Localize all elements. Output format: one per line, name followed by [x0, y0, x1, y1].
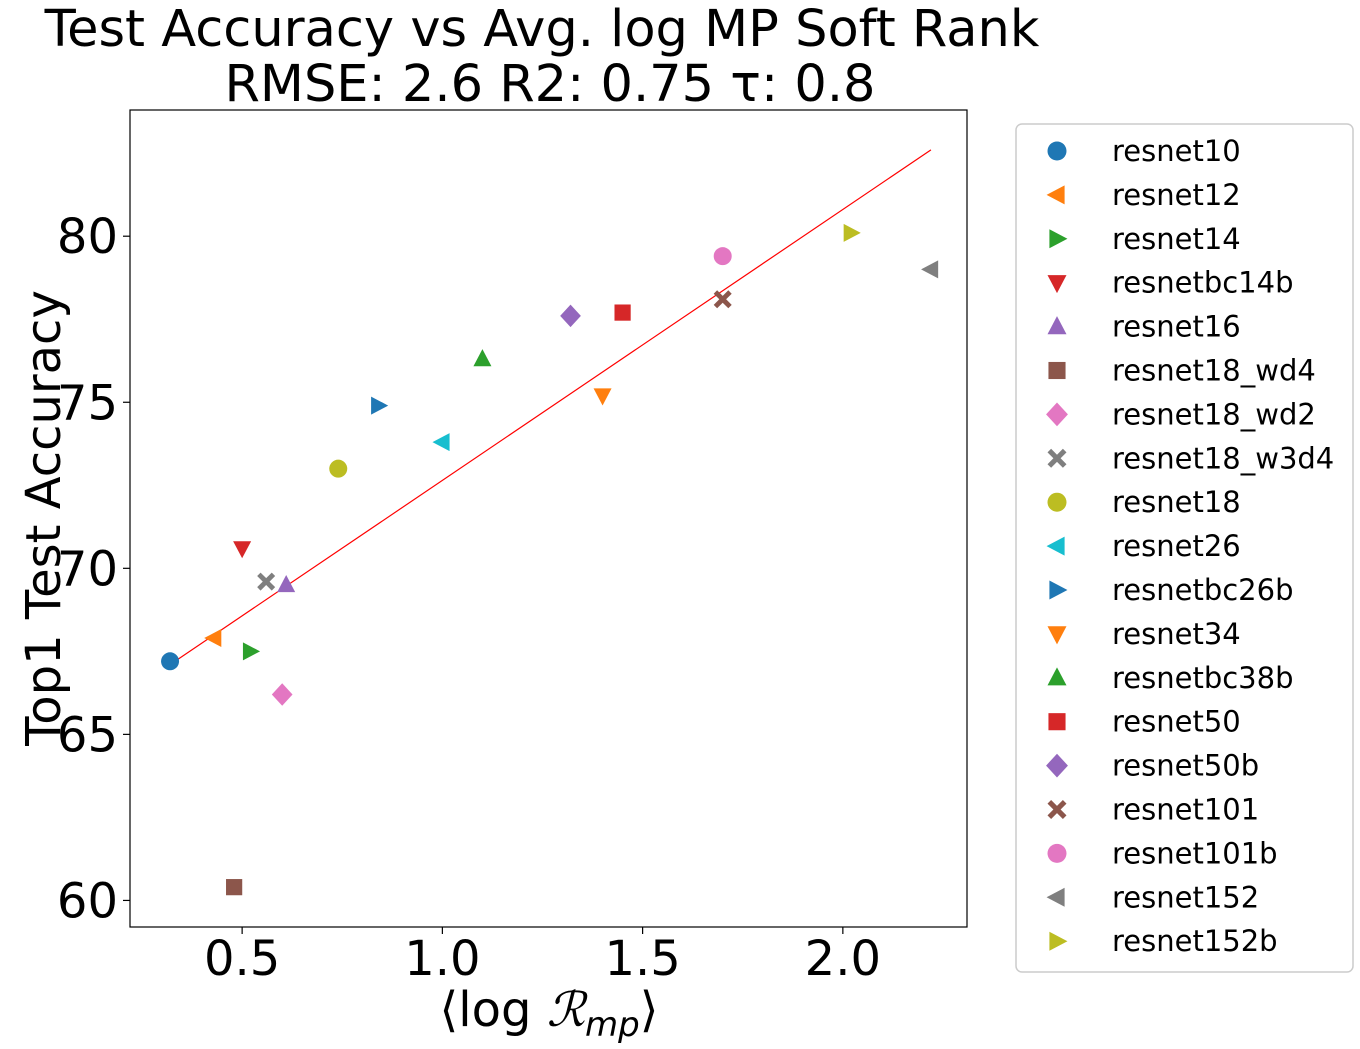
legend-marker-resnetbc14b [1047, 275, 1067, 294]
legend-marker-resnetbc26b [1049, 580, 1068, 600]
legend-marker-resnet50b [1046, 753, 1068, 778]
legend-marker-resnet14 [1049, 229, 1068, 249]
legend-marker-resnet16 [1047, 316, 1067, 335]
y-tick-label: 80 [57, 209, 118, 265]
legend-marker-resnet18_w3d4 [1047, 448, 1067, 468]
y-tick-label: 65 [57, 707, 118, 763]
data-point-resnet101b [713, 247, 732, 266]
legend-marker-resnet34 [1047, 626, 1067, 645]
data-point-resnet34 [593, 388, 612, 406]
legend-label-resnetbc38b: resnetbc38b [1112, 661, 1294, 695]
legend-label-resnet18_wd2: resnet18_wd2 [1112, 397, 1316, 431]
data-point-resnet50b [560, 304, 581, 328]
legend-label-resnetbc14b: resnetbc14b [1112, 266, 1294, 300]
data-point-resnet18 [329, 459, 348, 478]
data-point-resnet16 [277, 575, 296, 593]
legend-label-resnet16: resnet16 [1112, 310, 1241, 344]
x-tick-label: 2.0 [805, 931, 881, 987]
x-tick-label: 0.5 [204, 931, 280, 987]
legend-label-resnet12: resnet12 [1112, 178, 1241, 212]
legend-label-resnet101: resnet101 [1112, 793, 1259, 827]
legend-box [1015, 123, 1354, 973]
legend-label-resnet26: resnet26 [1112, 529, 1241, 563]
y-tick-label: 75 [57, 375, 118, 431]
data-point-resnetbc26b [371, 396, 389, 415]
x-axis: 0.5 1.0 1.5 2.0 [204, 927, 881, 987]
plot-frame [129, 109, 968, 928]
chart-title: Test Accuracy vs Avg. log MP Soft Rank [44, 0, 1040, 59]
legend-marker-resnet12 [1046, 185, 1065, 205]
legend-label-resnet18_wd4: resnet18_wd4 [1112, 354, 1316, 388]
data-point-resnet18_wd2 [271, 683, 293, 706]
data-point-resnet101 [713, 290, 732, 309]
x-tick-label: 1.5 [604, 931, 680, 987]
legend-label-resnet152b: resnet152b [1112, 924, 1278, 958]
data-point-resnet18_wd4 [226, 879, 243, 896]
legend-label-resnet152: resnet152 [1112, 880, 1259, 914]
legend-marker-resnet101 [1047, 800, 1067, 819]
legend-marker-resnet152b [1049, 931, 1068, 951]
legend-label-resnet34: resnet34 [1112, 617, 1241, 651]
legend-marker-resnet50 [1048, 713, 1066, 731]
data-point-resnet26 [432, 433, 450, 452]
data-point-resnet18_w3d4 [257, 572, 276, 591]
data-point-resnet152b [843, 223, 861, 242]
data-point-resnet14 [242, 642, 261, 661]
legend-marker-resnet18_wd4 [1048, 361, 1066, 380]
data-point-resnet152 [921, 260, 939, 279]
data-point-resnet50 [614, 304, 631, 321]
legend: resnet10 resnet12 resnet14 resnetbc14b resne… [1015, 123, 1354, 973]
legend-marker-resnet10 [1047, 141, 1067, 161]
y-axis-label: Top1 Test Accuracy [16, 290, 72, 747]
legend-marker-resnet101b [1047, 843, 1067, 863]
legend-label-resnet50: resnet50 [1112, 705, 1241, 739]
legend-marker-resnet18 [1047, 492, 1067, 512]
y-axis: 60 65 70 75 80 [57, 209, 130, 929]
legend-marker-resnetbc38b [1047, 667, 1067, 686]
data-point-resnetbc38b [473, 349, 492, 367]
x-tick-label: 1.0 [404, 931, 480, 987]
regression-line [169, 149, 932, 666]
data-point-resnet12 [204, 629, 222, 648]
legend-label-resnet50b: resnet50b [1112, 749, 1259, 783]
legend-label-resnet101b: resnet101b [1112, 836, 1278, 870]
legend-marker-resnet18_wd2 [1046, 402, 1068, 427]
legend-label-resnet10: resnet10 [1112, 134, 1241, 168]
chart-subtitle: RMSE: 2.6 R2: 0.75 τ: 0.8 [225, 55, 876, 114]
legend-label-resnet14: resnet14 [1112, 222, 1241, 256]
legend-marker-resnet26 [1046, 536, 1065, 556]
legend-label-resnet18: resnet18 [1112, 485, 1241, 519]
x-axis-label: ⟨log ℛmp⟩ [440, 982, 659, 1045]
y-tick-label: 70 [57, 541, 118, 597]
legend-label-resnetbc26b: resnetbc26b [1112, 573, 1294, 607]
plot-area [129, 109, 968, 928]
data-point-resnetbc14b [233, 541, 252, 559]
legend-marker-resnet152 [1046, 887, 1065, 907]
y-tick-label: 60 [57, 873, 118, 929]
legend-label-resnet18_w3d4: resnet18_w3d4 [1112, 441, 1334, 475]
data-point-resnet10 [161, 652, 180, 671]
